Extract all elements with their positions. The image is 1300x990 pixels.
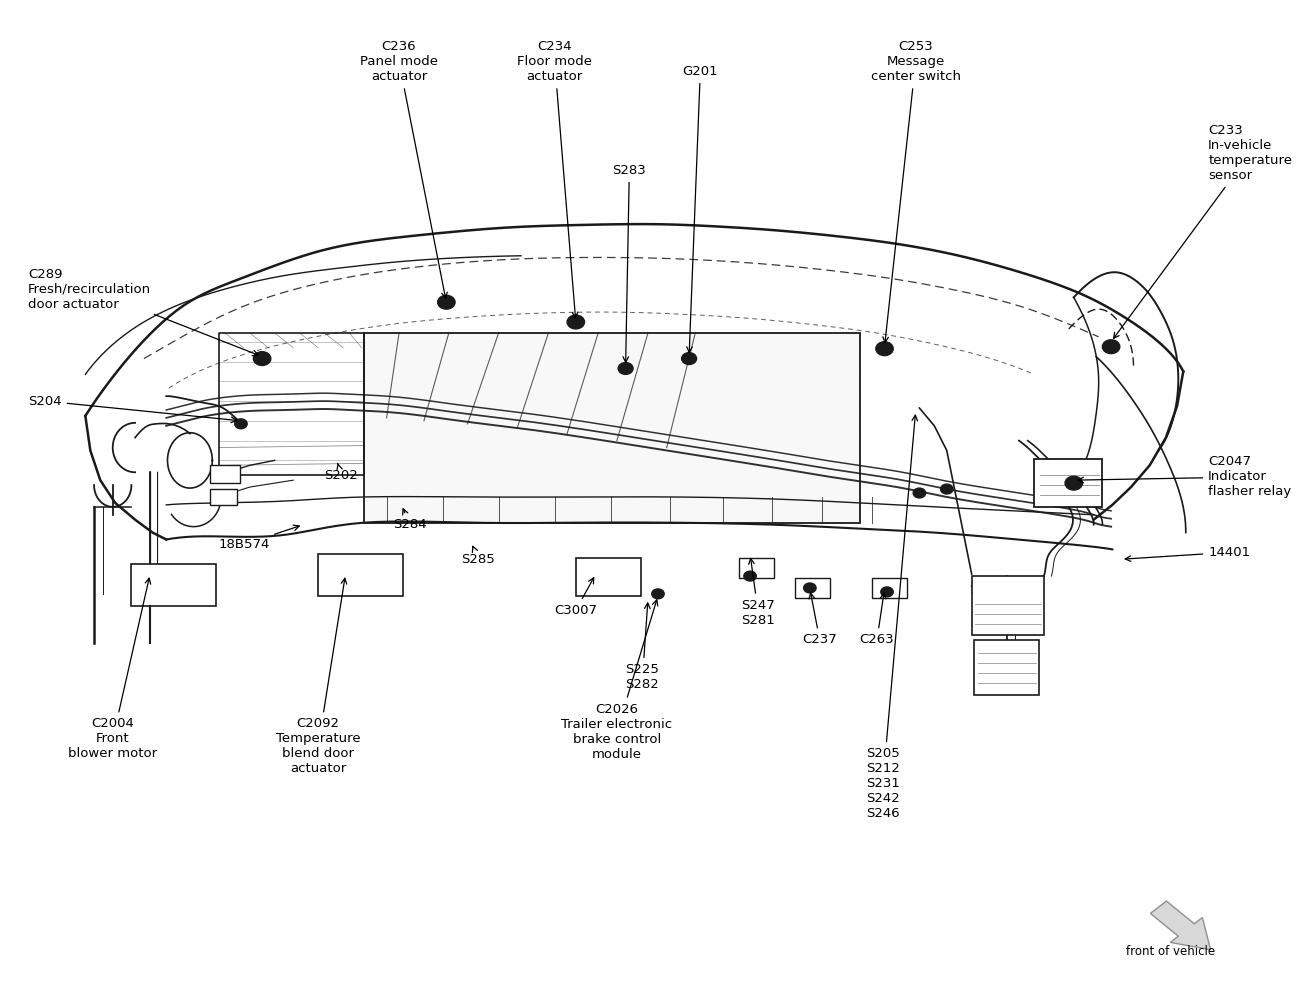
Bar — [738, 558, 774, 578]
Bar — [209, 489, 237, 505]
Text: S284: S284 — [393, 509, 426, 532]
Circle shape — [235, 419, 247, 429]
Circle shape — [651, 589, 664, 599]
Text: C236
Panel mode
actuator: C236 Panel mode actuator — [360, 41, 447, 298]
Circle shape — [1065, 476, 1083, 490]
Circle shape — [744, 571, 757, 581]
Text: C253
Message
center switch: C253 Message center switch — [871, 41, 961, 343]
Circle shape — [567, 315, 585, 329]
Circle shape — [618, 362, 633, 374]
Circle shape — [254, 351, 270, 365]
Text: C2004
Front
blower motor: C2004 Front blower motor — [68, 578, 157, 760]
Circle shape — [438, 295, 455, 309]
Bar — [971, 576, 1044, 636]
Circle shape — [803, 583, 816, 593]
Text: S205
S212
S231
S242
S246: S205 S212 S231 S242 S246 — [866, 415, 918, 820]
Bar — [576, 558, 641, 596]
Text: S283: S283 — [612, 163, 646, 362]
Circle shape — [1102, 340, 1119, 353]
Bar — [872, 578, 907, 598]
Text: C289
Fresh/recirculation
door actuator: C289 Fresh/recirculation door actuator — [29, 267, 259, 355]
Text: S204: S204 — [29, 395, 237, 423]
Bar — [974, 641, 1039, 695]
Text: S225
S282: S225 S282 — [625, 603, 659, 691]
Text: front of vehicle: front of vehicle — [1126, 944, 1216, 957]
Text: S285: S285 — [462, 546, 495, 565]
Text: C2047
Indicator
flasher relay: C2047 Indicator flasher relay — [1078, 455, 1291, 498]
Bar — [1034, 459, 1102, 507]
Bar — [131, 564, 216, 606]
FancyArrow shape — [1150, 901, 1210, 949]
Circle shape — [876, 342, 893, 355]
Bar — [794, 578, 829, 598]
Text: C233
In-vehicle
temperature
sensor: C233 In-vehicle temperature sensor — [1114, 125, 1292, 339]
Text: C2092
Temperature
blend door
actuator: C2092 Temperature blend door actuator — [276, 578, 360, 775]
Circle shape — [881, 587, 893, 597]
Text: C3007: C3007 — [554, 578, 597, 617]
Circle shape — [681, 352, 697, 364]
Text: S202: S202 — [325, 463, 358, 482]
Text: C234
Floor mode
actuator: C234 Floor mode actuator — [517, 41, 592, 318]
Text: 18B574: 18B574 — [218, 525, 299, 550]
Text: S247
S281: S247 S281 — [741, 558, 775, 627]
FancyBboxPatch shape — [364, 333, 859, 523]
Text: C237: C237 — [802, 593, 837, 646]
Bar — [318, 554, 403, 596]
Text: 14401: 14401 — [1126, 545, 1251, 561]
Text: G201: G201 — [682, 65, 718, 352]
Circle shape — [913, 488, 926, 498]
Text: C263: C263 — [859, 593, 894, 646]
Text: C2026
Trailer electronic
brake control
module: C2026 Trailer electronic brake control m… — [562, 600, 672, 760]
Circle shape — [940, 484, 953, 494]
Bar — [209, 465, 239, 483]
